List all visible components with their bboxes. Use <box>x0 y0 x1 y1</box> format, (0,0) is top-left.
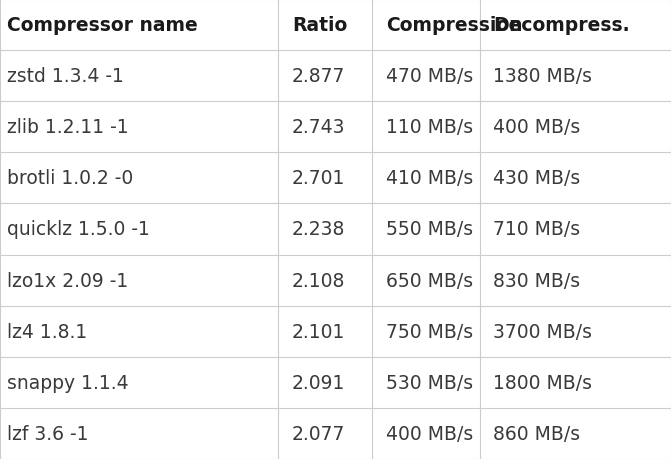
Text: 860 MB/s: 860 MB/s <box>493 424 580 443</box>
Text: 2.743: 2.743 <box>292 118 346 137</box>
Text: snappy 1.1.4: snappy 1.1.4 <box>7 373 128 392</box>
Text: Decompress.: Decompress. <box>493 16 630 35</box>
Text: 710 MB/s: 710 MB/s <box>493 220 580 239</box>
Text: 530 MB/s: 530 MB/s <box>386 373 473 392</box>
Text: zlib 1.2.11 -1: zlib 1.2.11 -1 <box>7 118 128 137</box>
Text: 2.701: 2.701 <box>292 169 346 188</box>
Text: 2.238: 2.238 <box>292 220 346 239</box>
Text: 1800 MB/s: 1800 MB/s <box>493 373 592 392</box>
Text: 2.091: 2.091 <box>292 373 346 392</box>
Text: lz4 1.8.1: lz4 1.8.1 <box>7 322 87 341</box>
Text: 470 MB/s: 470 MB/s <box>386 67 473 86</box>
Text: 410 MB/s: 410 MB/s <box>386 169 473 188</box>
Text: 1380 MB/s: 1380 MB/s <box>493 67 592 86</box>
Text: 430 MB/s: 430 MB/s <box>493 169 580 188</box>
Text: quicklz 1.5.0 -1: quicklz 1.5.0 -1 <box>7 220 150 239</box>
Text: Compressor name: Compressor name <box>7 16 197 35</box>
Text: 750 MB/s: 750 MB/s <box>386 322 473 341</box>
Text: 830 MB/s: 830 MB/s <box>493 271 580 290</box>
Text: 400 MB/s: 400 MB/s <box>386 424 473 443</box>
Text: Compression: Compression <box>386 16 522 35</box>
Text: 550 MB/s: 550 MB/s <box>386 220 473 239</box>
Text: 3700 MB/s: 3700 MB/s <box>493 322 592 341</box>
Text: brotli 1.0.2 -0: brotli 1.0.2 -0 <box>7 169 133 188</box>
Text: lzo1x 2.09 -1: lzo1x 2.09 -1 <box>7 271 128 290</box>
Text: 650 MB/s: 650 MB/s <box>386 271 473 290</box>
Text: 2.877: 2.877 <box>292 67 346 86</box>
Text: 400 MB/s: 400 MB/s <box>493 118 580 137</box>
Text: zstd 1.3.4 -1: zstd 1.3.4 -1 <box>7 67 123 86</box>
Text: 2.101: 2.101 <box>292 322 346 341</box>
Text: 110 MB/s: 110 MB/s <box>386 118 473 137</box>
Text: lzf 3.6 -1: lzf 3.6 -1 <box>7 424 88 443</box>
Text: 2.108: 2.108 <box>292 271 346 290</box>
Text: 2.077: 2.077 <box>292 424 346 443</box>
Text: Ratio: Ratio <box>292 16 347 35</box>
